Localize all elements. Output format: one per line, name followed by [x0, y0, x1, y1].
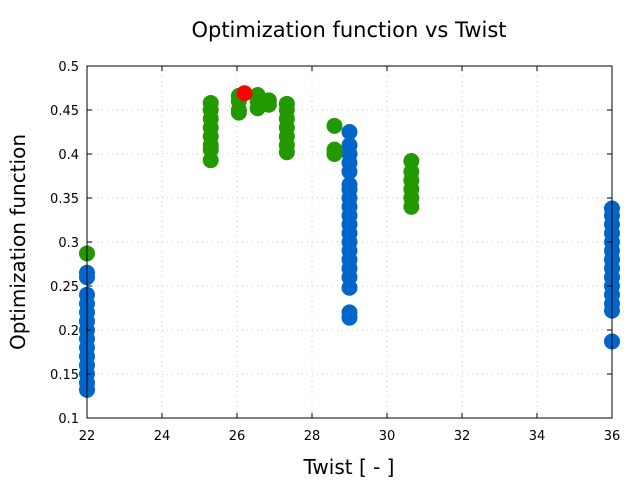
- data-point-green: [278, 144, 295, 161]
- data-point-blue: [341, 124, 358, 140]
- x-tick-label: 30: [379, 429, 396, 444]
- x-tick-label: 32: [454, 429, 471, 444]
- y-tick-label: 0.5: [58, 60, 79, 75]
- data-point-green: [403, 198, 420, 215]
- x-tick-label: 28: [304, 429, 321, 444]
- chart-title: Optimization function vs Twist: [191, 18, 506, 42]
- y-tick-label: 0.3: [58, 236, 79, 251]
- data-point-blue: [341, 309, 358, 326]
- data-point-green: [230, 104, 247, 121]
- data-points: [79, 85, 620, 398]
- y-axis-label: Optimization function: [6, 134, 30, 350]
- data-point-green: [326, 117, 343, 134]
- x-tick-label: 24: [154, 429, 171, 444]
- y-tick-label: 0.1: [58, 412, 79, 427]
- data-point-blue: [341, 279, 358, 296]
- data-point-green: [326, 146, 343, 162]
- y-tick-label: 0.4: [58, 148, 79, 163]
- y-tick-label: 0.2: [58, 324, 79, 339]
- data-point-best: [236, 85, 253, 102]
- y-ticks: 0.1 0.15 0.2 0.25 0.3 0.35 0.4 0.45 0.5: [50, 60, 612, 427]
- x-tick-label: 26: [229, 429, 246, 444]
- y-tick-label: 0.45: [50, 104, 79, 119]
- y-tick-label: 0.35: [50, 192, 79, 207]
- x-tick-label: 36: [604, 429, 621, 444]
- data-point-green: [202, 152, 219, 169]
- x-tick-label: 22: [79, 429, 96, 444]
- y-tick-label: 0.15: [50, 368, 79, 383]
- x-ticks: 22 24 26 28 30 32 34 36: [79, 66, 621, 444]
- x-tick-label: 34: [529, 429, 546, 444]
- y-tick-label: 0.25: [50, 280, 79, 295]
- x-axis-label: Twist [ - ]: [303, 455, 395, 479]
- data-point-blue: [341, 163, 358, 180]
- grid: [87, 66, 612, 418]
- data-point-green: [260, 96, 277, 113]
